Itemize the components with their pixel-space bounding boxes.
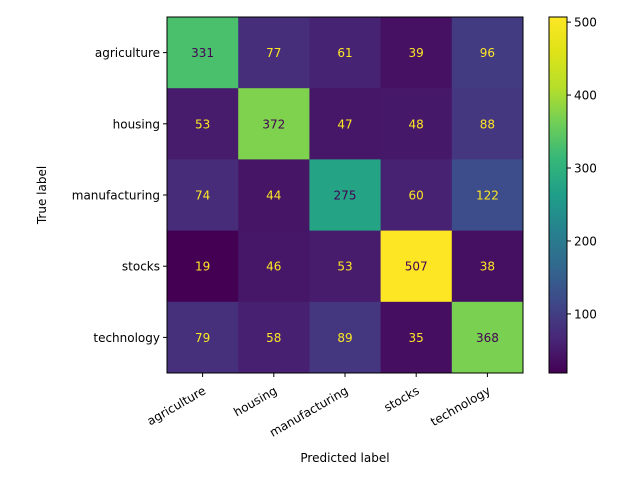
x-tick-label: stocks bbox=[382, 383, 422, 414]
colorbar bbox=[548, 16, 568, 374]
colorbar-tick-label: 400 bbox=[574, 89, 597, 103]
heatmap-cell bbox=[167, 301, 239, 374]
heatmap-cell bbox=[451, 88, 524, 160]
heatmap-cell bbox=[451, 159, 524, 232]
x-tick-label: manufacturing bbox=[267, 383, 350, 439]
cell-value-label: 61 bbox=[337, 46, 352, 60]
x-tick-label: agriculture bbox=[145, 383, 208, 428]
y-tick-label: agriculture bbox=[95, 46, 160, 60]
cell-value-label: 38 bbox=[480, 260, 495, 274]
colorbar-tick-label: 200 bbox=[574, 234, 597, 248]
y-tick-label: housing bbox=[113, 117, 160, 131]
cell-value-label: 58 bbox=[266, 331, 281, 345]
colorbar-tick-label: 500 bbox=[574, 16, 597, 30]
heatmap-cell bbox=[167, 230, 239, 303]
heatmap-cell bbox=[380, 301, 453, 374]
cell-value-label: 35 bbox=[409, 331, 424, 345]
cell-value-label: 372 bbox=[262, 117, 285, 131]
colorbar-tick-label: 100 bbox=[574, 307, 597, 321]
cell-value-label: 39 bbox=[409, 46, 424, 60]
cell-value-label: 368 bbox=[476, 331, 499, 345]
heatmap-cell bbox=[238, 159, 310, 232]
cell-value-label: 47 bbox=[337, 117, 352, 131]
heatmap-cells bbox=[167, 17, 524, 374]
cell-value-label: 48 bbox=[409, 117, 424, 131]
cell-value-label: 46 bbox=[266, 260, 281, 274]
cell-value-label: 96 bbox=[480, 46, 495, 60]
cell-value-label: 77 bbox=[266, 46, 281, 60]
cell-value-label: 53 bbox=[195, 117, 210, 131]
y-tick-label: stocks bbox=[122, 260, 160, 274]
heatmap-cell bbox=[451, 301, 524, 374]
x-tick-label: housing bbox=[231, 383, 279, 419]
heatmap-cell bbox=[238, 301, 310, 374]
colorbar-tick-label: 300 bbox=[574, 162, 597, 176]
heatmap-cell bbox=[309, 301, 382, 374]
heatmap-cell bbox=[451, 230, 524, 303]
cell-value-label: 88 bbox=[480, 117, 495, 131]
cell-value-label: 60 bbox=[409, 189, 424, 203]
cell-value-label: 53 bbox=[337, 260, 352, 274]
cell-value-label: 74 bbox=[195, 189, 210, 203]
cell-value-label: 331 bbox=[191, 46, 214, 60]
heatmap-cell bbox=[238, 230, 310, 303]
heatmap-cell bbox=[167, 88, 239, 160]
cell-value-labels: 331 77 61 39 96 53 372 47 48 88 74 44 275 60 122 19 46 53… bbox=[191, 46, 499, 345]
heatmap-cell bbox=[380, 159, 453, 232]
heatmap-cell bbox=[309, 88, 382, 160]
heatmap-cell bbox=[380, 230, 453, 303]
cell-value-label: 275 bbox=[334, 189, 357, 203]
x-tick-label: technology bbox=[428, 383, 493, 428]
heatmap-cell bbox=[238, 17, 310, 89]
heatmap-cell bbox=[451, 17, 524, 89]
cell-value-label: 19 bbox=[195, 260, 210, 274]
heatmap-cell bbox=[380, 88, 453, 160]
cell-value-label: 122 bbox=[476, 189, 499, 203]
heatmap-cell bbox=[380, 17, 453, 89]
heatmap-cell bbox=[309, 17, 382, 89]
cell-value-label: 89 bbox=[337, 331, 352, 345]
y-axis-ticks: agriculture housing manufacturing stocks tec… bbox=[72, 46, 167, 345]
heatmap-cell bbox=[309, 230, 382, 303]
heatmap-cell bbox=[167, 159, 239, 232]
cell-value-label: 507 bbox=[405, 260, 428, 274]
y-tick-label: manufacturing bbox=[72, 189, 160, 203]
heatmap-cell bbox=[309, 159, 382, 232]
cell-value-label: 79 bbox=[195, 331, 210, 345]
cell-value-label: 44 bbox=[266, 189, 281, 203]
heatmap-cell bbox=[238, 88, 310, 160]
y-axis-label: True label bbox=[35, 166, 49, 225]
y-tick-label: technology bbox=[93, 331, 160, 345]
heatmap-cell bbox=[167, 17, 239, 89]
x-axis-label: Predicted label bbox=[300, 451, 389, 465]
colorbar-ticks: 100 200 300 400 500 bbox=[567, 16, 597, 321]
